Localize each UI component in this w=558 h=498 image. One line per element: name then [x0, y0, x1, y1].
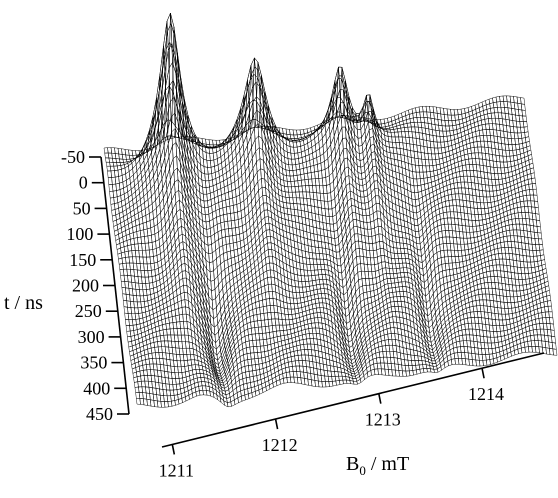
mesh-cell	[522, 121, 528, 128]
mesh-cell	[542, 272, 548, 279]
mesh-cell	[521, 109, 527, 117]
mesh-cell	[537, 232, 543, 240]
mesh-cell	[348, 135, 354, 154]
mesh-cell	[542, 268, 547, 275]
mesh-cell	[527, 149, 532, 157]
mesh-cell	[126, 160, 132, 164]
mesh-cell	[536, 226, 542, 234]
mesh-cell	[532, 188, 538, 196]
mesh-cell	[543, 276, 549, 283]
mesh-cell	[267, 105, 273, 121]
mesh-cell	[530, 172, 536, 179]
mesh-cell	[547, 305, 553, 313]
mesh-cell	[187, 114, 192, 131]
mesh-cell	[533, 194, 539, 202]
mesh-cell	[547, 300, 552, 307]
surface-mesh	[103, 12, 558, 408]
mesh-cell	[536, 219, 541, 228]
mesh-cell	[520, 97, 525, 105]
mesh-cell	[520, 103, 526, 111]
mesh-cell	[180, 173, 186, 194]
mesh-cell	[348, 96, 353, 112]
mesh-cell	[268, 145, 273, 164]
mesh-cell	[264, 135, 270, 156]
mesh-cell	[538, 244, 544, 251]
mesh-cell	[526, 145, 532, 152]
mesh-cell	[531, 183, 537, 190]
mesh-cell	[538, 238, 543, 245]
mesh-cell	[531, 177, 536, 184]
mesh-cell	[541, 263, 547, 271]
mesh-cell	[523, 126, 529, 133]
mesh-cell	[130, 158, 136, 164]
mesh-cell	[533, 200, 539, 209]
mesh-cell	[525, 140, 531, 148]
mesh-cell	[534, 207, 540, 215]
mesh-cell	[535, 213, 541, 221]
mesh-cell	[522, 115, 528, 122]
mesh-cell	[546, 295, 552, 302]
mesh-cell	[527, 153, 533, 161]
mesh-cell	[156, 74, 161, 105]
mesh-cell	[349, 145, 354, 162]
mesh-cell	[372, 109, 378, 123]
